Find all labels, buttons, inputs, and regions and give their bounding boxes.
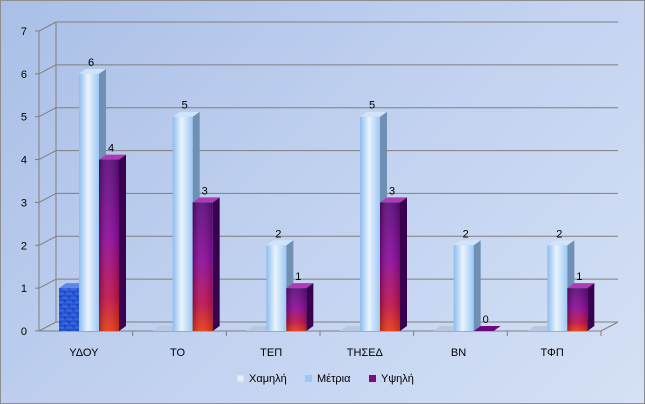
bar-front [172, 116, 193, 331]
data-label-2-4: 0 [483, 314, 489, 326]
bar-2-1 [192, 197, 220, 331]
bar-top [360, 111, 387, 117]
bar-flat [473, 326, 501, 331]
bar-2-5 [567, 283, 595, 331]
bar-front [547, 245, 568, 331]
grid-diag-0 [38, 321, 57, 332]
bar-side [212, 197, 220, 331]
bar-top [172, 111, 200, 117]
x-tick-label-4: ΒΝ [451, 347, 466, 359]
bar-front [59, 288, 79, 331]
data-label-2-2: 1 [295, 271, 301, 283]
bar-shade [99, 159, 119, 331]
legend-swatch-1 [305, 375, 312, 382]
bar-top [567, 283, 595, 289]
legend-item-0: Χαμηλή [236, 373, 287, 385]
bar-1-4 [453, 240, 481, 331]
bar-2-4 [473, 326, 501, 331]
bar-top [380, 197, 407, 203]
data-label-1-2: 2 [275, 228, 281, 240]
floor-right-edge [600, 321, 619, 332]
y-tick-label-2: 2 [21, 240, 27, 252]
data-label-1-3: 5 [369, 100, 375, 112]
bar-top [453, 240, 481, 246]
x-tick-label-5: ΤΦΠ [541, 347, 564, 359]
grid-diag-2 [38, 235, 57, 246]
bar-2-3 [380, 197, 407, 331]
bar-side [473, 240, 481, 331]
data-label-1-4: 2 [463, 228, 469, 240]
bar-top [286, 283, 314, 289]
y-tick-label-0: 0 [21, 326, 27, 338]
bar-top [547, 240, 575, 246]
y-tick-label-3: 3 [21, 197, 27, 209]
bar-side [119, 154, 126, 331]
data-label-2-3: 3 [389, 185, 395, 197]
bar-side [587, 283, 595, 331]
data-label-2-1: 3 [202, 185, 208, 197]
x-tick-label-2: ΤΕΠ [260, 347, 282, 359]
bar-side [306, 283, 314, 331]
y-tick-label-4: 4 [21, 155, 27, 167]
bar-shade [380, 202, 400, 331]
data-label-1-5: 2 [556, 228, 562, 240]
bar-top [192, 197, 220, 203]
y-tick-label-7: 7 [21, 26, 27, 38]
plot-area: 0 1 2 3 4 5 6 7 ΥΔΟΥ 6 4 ΤΟ 5 3 ΤΕΠ 2 1 ΤΗΣΕΔ 5 3 ΒΝ 2 0 ΤΦΠ 2 1 [21, 21, 619, 359]
legend-swatch-2 [369, 375, 376, 382]
data-label-1-1: 5 [182, 100, 188, 112]
legend-item-1: Μέτρια [305, 373, 351, 385]
y-tick-label-1: 1 [21, 283, 27, 295]
bar-2-2 [286, 283, 314, 331]
grid-diag-6 [38, 64, 57, 75]
grid-diag-4 [38, 150, 57, 161]
legend-label-1: Μέτρια [317, 373, 351, 385]
bar-top [99, 154, 126, 160]
legend-swatch-0 [236, 374, 245, 383]
x-tick-label-3: ΤΗΣΕΔ [347, 347, 384, 359]
bar-front [79, 73, 99, 331]
y-tick-label-5: 5 [21, 112, 27, 124]
legend-label-2: Υψηλή [381, 373, 414, 385]
data-label-2-0: 4 [108, 143, 114, 155]
x-tick-label-1: ΤΟ [170, 347, 186, 359]
bar-2-0 [99, 154, 126, 331]
legend: Χαμηλή Μέτρια Υψηλή [236, 373, 414, 385]
bar-top [79, 68, 106, 74]
bar-shade [567, 288, 588, 331]
data-label-1-0: 6 [88, 57, 94, 69]
bar-front [360, 116, 380, 331]
bar-front [266, 245, 287, 331]
bar-shade [192, 202, 213, 331]
data-label-2-5: 1 [576, 271, 582, 283]
grid-diag-7 [38, 21, 57, 32]
legend-label-0: Χαμηλή [249, 373, 287, 385]
legend-item-2: Υψηλή [369, 373, 414, 385]
bar-side [400, 197, 407, 331]
x-tick-label-0: ΥΔΟΥ [69, 347, 99, 359]
grid-diag-3 [38, 192, 57, 203]
grid-diag-1 [38, 278, 57, 289]
grid-diag-5 [38, 107, 57, 118]
bar-shade [286, 288, 307, 331]
y-tick-label-6: 6 [21, 69, 27, 81]
bar-front [453, 245, 474, 331]
bar-top [266, 240, 294, 246]
